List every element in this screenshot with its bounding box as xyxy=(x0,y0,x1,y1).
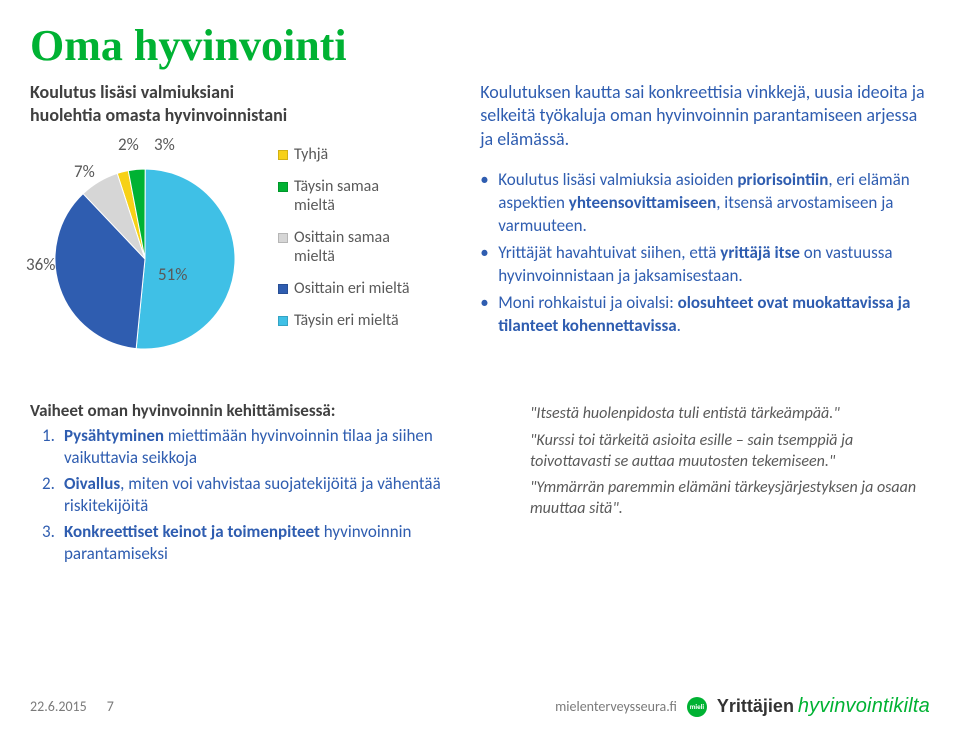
legend-swatch xyxy=(278,316,288,326)
pie-chart: 2%3%7%36%51% xyxy=(30,136,260,366)
pie-chart-block: 2%3%7%36%51% TyhjäTäysin samaa mieltäOsi… xyxy=(30,136,460,366)
right-column: Koulutuksen kautta sai konkreettisia vin… xyxy=(480,81,930,366)
pie-legend: Tyhjä Täysin samaa mieltä Osittain samaa m… xyxy=(278,136,414,345)
legend-label: Osittain eri mieltä xyxy=(294,280,410,298)
legend-swatch xyxy=(278,284,288,294)
step-item: Pysähtyminen miettimään hyvinvoinnin til… xyxy=(30,425,510,469)
steps-block: Vaiheet oman hyvinvoinnin kehittämisessä… xyxy=(30,400,510,570)
mieli-badge-icon: mieli xyxy=(687,697,707,717)
pie-slice-label: 3% xyxy=(154,134,175,155)
footer-left: 22.6.2015 7 xyxy=(30,698,114,715)
legend-label: Tyhjä xyxy=(294,146,328,164)
legend-label: Täysin samaa mieltä xyxy=(294,178,414,215)
bullet-item: Yrittäjät havahtuivat siihen, että yritt… xyxy=(480,242,930,288)
footer-page-number: 7 xyxy=(107,698,114,715)
bullet-list: Koulutus lisäsi valmiuksia asioiden prio… xyxy=(480,169,930,338)
quote: "Ymmärrän paremmin elämäni tärkeysjärjes… xyxy=(530,478,930,520)
legend-row: Tyhjä xyxy=(278,146,414,164)
step-item: Oivallus, miten voi vahvistaa suojatekij… xyxy=(30,473,510,517)
page-title: Oma hyvinvointi xyxy=(30,20,930,71)
footer: 22.6.2015 7 mielenterveysseura.fi mieli … xyxy=(30,695,930,718)
legend-row: Osittain samaa mieltä xyxy=(278,229,414,266)
legend-swatch xyxy=(278,182,288,192)
footer-right: mielenterveysseura.fi mieli Yrittäjien h… xyxy=(555,695,930,718)
legend-label: Osittain samaa mieltä xyxy=(294,229,414,266)
pie-slice-label: 36% xyxy=(26,254,55,275)
legend-row: Täysin eri mieltä xyxy=(278,312,414,330)
lead-paragraph: Koulutuksen kautta sai konkreettisia vin… xyxy=(480,81,930,151)
quotes-block: "Itsestä huolenpidosta tuli entistä tärk… xyxy=(530,400,930,570)
legend-swatch xyxy=(278,233,288,243)
left-column: Koulutus lisäsi valmiuksianihuolehtia om… xyxy=(30,81,460,366)
pie-slice-label: 2% xyxy=(118,134,139,155)
legend-row: Täysin samaa mieltä xyxy=(278,178,414,215)
brand-word-2: hyvinvointikilta xyxy=(798,695,930,717)
bottom-row: Vaiheet oman hyvinvoinnin kehittämisessä… xyxy=(30,400,930,570)
steps-heading: Vaiheet oman hyvinvoinnin kehittämisessä… xyxy=(30,400,510,421)
steps-list: Pysähtyminen miettimään hyvinvoinnin til… xyxy=(30,425,510,566)
pie-slice-label: 51% xyxy=(158,264,187,285)
legend-label: Täysin eri mieltä xyxy=(294,312,399,330)
legend-swatch xyxy=(278,150,288,160)
brand-logo: Yrittäjien hyvinvointikilta xyxy=(717,695,930,718)
quote: "Itsestä huolenpidosta tuli entistä tärk… xyxy=(530,404,930,425)
bullet-item: Koulutus lisäsi valmiuksia asioiden prio… xyxy=(480,169,930,238)
footer-date: 22.6.2015 xyxy=(30,698,87,715)
top-row: Koulutus lisäsi valmiuksianihuolehtia om… xyxy=(30,81,930,366)
step-item: Konkreettiset keinot ja toimenpiteet hyv… xyxy=(30,521,510,565)
bullet-item: Moni rohkaistui ja oivalsi: olosuhteet o… xyxy=(480,292,930,338)
chart-subtitle: Koulutus lisäsi valmiuksianihuolehtia om… xyxy=(30,81,460,126)
footer-site: mielenterveysseura.fi xyxy=(555,698,677,715)
pie-slice xyxy=(136,169,235,349)
quote: "Kurssi toi tärkeitä asioita esille – sa… xyxy=(530,431,930,473)
pie-slice-label: 7% xyxy=(74,161,95,182)
brand-word-1: Yrittäjien xyxy=(717,696,794,716)
legend-row: Osittain eri mieltä xyxy=(278,280,414,298)
